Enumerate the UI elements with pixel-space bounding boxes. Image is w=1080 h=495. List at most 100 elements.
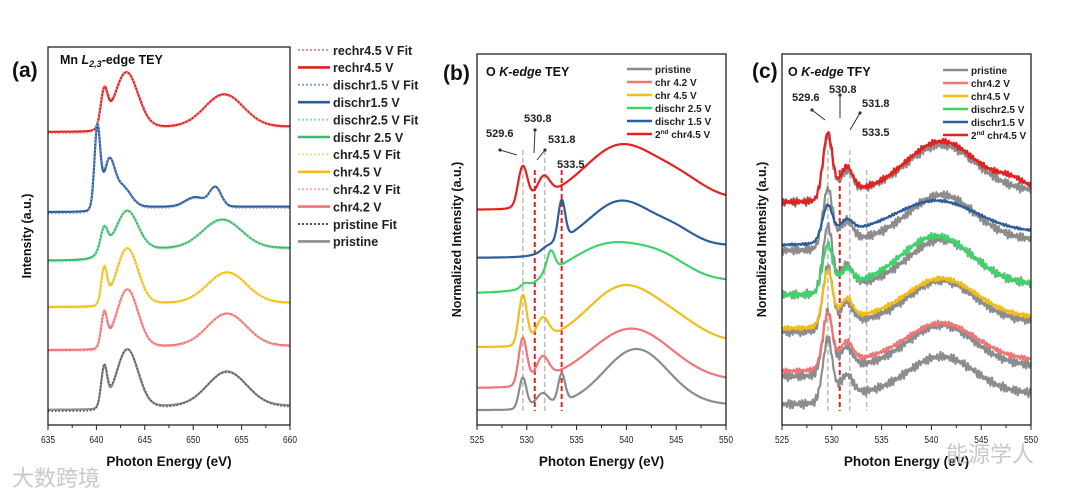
x-tick-label: 635 <box>41 434 55 446</box>
series-line <box>782 311 1031 375</box>
legend-item: dischr1.5 V <box>943 118 1025 129</box>
legend-label: dischr1.5 V <box>333 96 400 110</box>
panel-a: 635 640 645 650 655 660 Photon Energy (eV) Inte… <box>12 44 419 469</box>
legend-item: pristine Fit <box>298 218 398 232</box>
legend-text: 2 <box>655 130 661 141</box>
legend-label: chr4.5 V <box>971 92 1010 103</box>
legend-label: 2nd chr4.5 V <box>971 130 1027 142</box>
arrow-head-icon <box>838 93 842 97</box>
x-axis-label: Photon Energy (eV) <box>106 454 231 469</box>
series-line <box>48 123 290 214</box>
legend-label: chr4.2 V Fit <box>333 183 401 197</box>
legend-item: rechr4.5 V Fit <box>298 44 413 58</box>
legend-text: 2 <box>971 131 977 142</box>
series-line <box>477 283 726 348</box>
series-line <box>48 247 290 308</box>
legend-label: chr4.5 V Fit <box>333 148 401 162</box>
legend-item: 2nd chr4.5 V <box>627 129 711 141</box>
x-tick-label: 540 <box>924 434 938 446</box>
legend-label: dischr2.5 V Fit <box>333 113 419 127</box>
series-group <box>782 131 1031 410</box>
legend-item: dischr 2.5 V <box>298 131 404 145</box>
x-tick-label: 525 <box>775 434 789 446</box>
legend-item: pristine <box>627 65 692 76</box>
legend-text: chr4.5 V <box>669 130 711 141</box>
legend: pristine chr 4.2 V chr 4.5 V dischr 2.5 V di… <box>627 65 711 141</box>
title-part: -edge TEY <box>102 53 164 67</box>
panel-title: O K-edge TEY <box>486 65 570 79</box>
legend-label: dischr1.5 V <box>971 118 1025 129</box>
arrow-head-icon <box>858 111 862 115</box>
x-tick-label: 640 <box>89 434 103 446</box>
legend-item: 2nd chr4.5 V <box>943 130 1027 142</box>
x-tick-label: 660 <box>283 434 297 446</box>
peak-label: 531.8 <box>862 98 890 110</box>
arrow-head-icon <box>498 148 502 152</box>
legend-label: chr 4.2 V <box>655 78 697 89</box>
x-tick-label: 645 <box>138 434 152 446</box>
title-part: 2,3 <box>88 59 102 69</box>
legend-label: chr4.2 V <box>333 200 382 214</box>
legend-item: pristine <box>943 66 1008 77</box>
x-axis-label: Photon Energy (eV) <box>539 454 664 469</box>
watermark-left: 大数跨境 <box>12 467 100 492</box>
legend-item: chr 4.2 V <box>627 78 697 89</box>
legend-item: chr4.5 V Fit <box>298 148 401 162</box>
series-line <box>782 335 1031 410</box>
title-part: Mn <box>60 53 82 67</box>
legend-text: chr4.5 V <box>985 131 1027 142</box>
panel-label: (c) <box>752 60 778 83</box>
peak-label: 533.5 <box>862 127 890 139</box>
legend: pristine chr4.2 V chr4.5 V dischr2.5 V disch… <box>943 66 1027 142</box>
legend-label: pristine <box>655 65 692 76</box>
arrow-line <box>849 112 861 131</box>
x-tick-label: 545 <box>669 434 683 446</box>
title-part: TFY <box>844 65 872 79</box>
series-line <box>477 327 726 389</box>
legend-superscript: nd <box>977 130 985 137</box>
title-part: K-edge <box>801 65 843 79</box>
y-axis-label: Normalized Intensity (a.u.) <box>450 162 464 318</box>
legend-item: pristine <box>298 235 378 249</box>
arrow-line <box>811 109 826 121</box>
series-line <box>477 143 726 211</box>
series-line <box>48 209 290 262</box>
peak-label: 533.5 <box>557 159 585 171</box>
x-tick-label: 530 <box>520 434 534 446</box>
legend-label: rechr4.5 V Fit <box>333 44 413 58</box>
arrow-line <box>533 129 536 154</box>
panel-title: O K-edge TFY <box>788 65 871 79</box>
title-part: K-edge <box>499 65 541 79</box>
fit-line <box>48 210 290 263</box>
series-line <box>48 288 290 352</box>
legend-item: chr 4.5 V <box>627 91 697 102</box>
peak-label: 529.6 <box>486 128 514 140</box>
title-part: O <box>788 65 801 79</box>
legend-item: chr4.2 V <box>943 79 1010 90</box>
series-line <box>782 198 1031 247</box>
peak-label: 531.8 <box>548 134 576 146</box>
fit-line <box>48 121 290 215</box>
arrow-head-icon <box>533 128 537 132</box>
y-axis-label: Intensity (a.u.) <box>20 194 34 279</box>
legend-label: rechr4.5 V <box>333 61 394 75</box>
x-tick-label: 655 <box>235 434 249 446</box>
legend-label: pristine <box>333 235 378 249</box>
legend-label: chr4.5 V <box>333 166 382 180</box>
series-line <box>782 186 1031 256</box>
legend-label: pristine Fit <box>333 218 398 232</box>
legend-superscript: nd <box>661 129 669 136</box>
fit-line <box>48 71 290 135</box>
legend-label: dischr2.5 V <box>971 105 1025 116</box>
fit-line <box>48 348 290 412</box>
legend-item: chr4.2 V <box>298 200 382 214</box>
x-tick-label: 540 <box>619 434 633 446</box>
x-tick-label: 550 <box>719 434 733 446</box>
watermark-right: 能源学人 <box>946 443 1034 468</box>
series-line <box>782 131 1031 206</box>
legend-label: chr4.2 V <box>971 79 1010 90</box>
panel-title: Mn L2,3-edge TEY <box>60 53 163 69</box>
arrow-line <box>536 149 546 161</box>
x-axis-label: Photon Energy (eV) <box>844 454 969 469</box>
